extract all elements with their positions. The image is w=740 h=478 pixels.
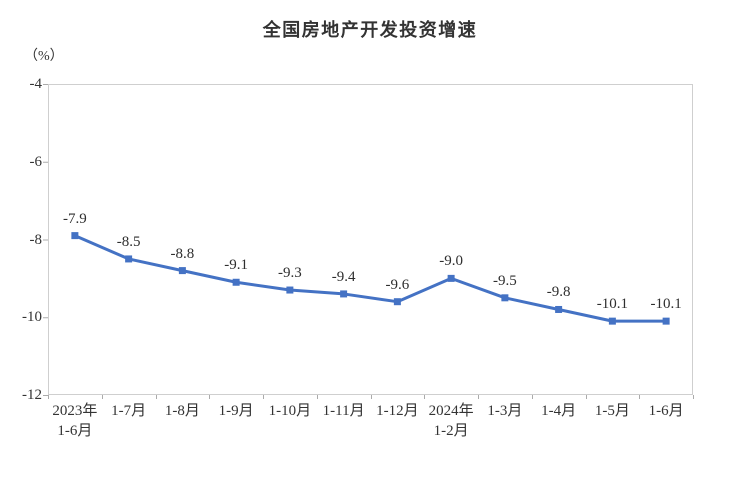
y-axis-label: -4 (29, 76, 43, 92)
data-point-marker (125, 255, 133, 263)
data-point-label: -9.4 (331, 268, 356, 285)
data-line (73, 234, 668, 323)
y-axis-label: -8 (29, 231, 43, 248)
data-point-marker (71, 232, 79, 240)
data-point-marker (501, 294, 509, 302)
y-axis-label: -10 (22, 309, 42, 326)
data-point-marker (608, 317, 616, 325)
data-point-label: -7.9 (63, 210, 87, 227)
data-point-marker (340, 290, 348, 298)
data-point-marker (662, 317, 670, 325)
data-point-marker (286, 286, 294, 294)
data-point-marker (178, 267, 186, 275)
data-point-label: -10.1 (650, 296, 682, 313)
x-axis-label: 1-10月 (268, 403, 312, 419)
x-axis-label: 1-4月 (541, 403, 577, 419)
data-point-label: -10.1 (596, 296, 628, 313)
data-point-label: -9.3 (278, 265, 302, 282)
data-point-marker (232, 278, 240, 286)
data-point-label: -9.6 (385, 276, 410, 293)
chart-title: 全国房地产开发投资增速 (262, 20, 478, 40)
y-axis-label: -12 (22, 387, 42, 403)
x-axis-label: 1-7月 (111, 403, 147, 419)
data-point-label: -8.5 (116, 233, 141, 250)
x-axis-label: 1-12月 (376, 403, 419, 419)
x-axis-label: 1-11月 (322, 403, 365, 419)
data-point-label: -8.8 (170, 245, 195, 262)
data-point-label: -9.5 (493, 272, 517, 289)
x-axis-label: 2024年 1-2月 (428, 403, 474, 439)
x-axis-label: 1-5月 (594, 403, 630, 419)
data-point-label: -9.1 (224, 257, 248, 274)
plot-border (48, 84, 693, 395)
x-axis-label: 1-6月 (648, 403, 684, 419)
y-axis-label: -6 (29, 153, 43, 170)
x-axis-label: 1-8月 (164, 403, 200, 419)
x-axis-label: 1-9月 (218, 403, 254, 419)
x-axis-label: 1-3月 (487, 403, 523, 419)
x-axis-label: 2023年 1-6月 (52, 403, 98, 439)
data-point-marker (555, 305, 563, 313)
data-point-marker (447, 274, 455, 282)
data-point-label: -9.0 (439, 253, 463, 270)
data-point-marker (393, 298, 401, 306)
data-point-label: -9.8 (546, 284, 571, 301)
y-axis-unit-label: （%） (24, 49, 64, 64)
